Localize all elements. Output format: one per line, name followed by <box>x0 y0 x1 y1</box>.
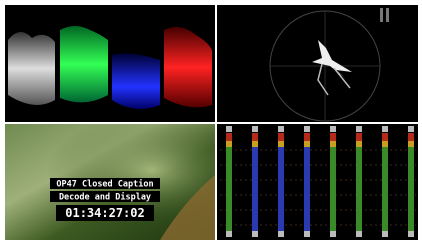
meter-cap <box>278 126 284 132</box>
scope-marker <box>380 8 383 22</box>
meter-warn <box>382 141 388 147</box>
green-trace <box>60 26 108 102</box>
meter-warn <box>226 141 232 147</box>
caption-line: Decode and Display <box>59 192 151 203</box>
meter-cap <box>356 126 362 132</box>
caption-line: OP47 Closed Caption <box>56 179 153 190</box>
meter-bar <box>356 147 362 231</box>
luma-trace <box>8 32 55 105</box>
meter-bar <box>408 147 414 231</box>
meter-bar <box>226 147 232 231</box>
meter-warn <box>330 141 336 147</box>
meter-cap <box>382 126 388 132</box>
meter-base <box>278 231 284 237</box>
meter-cap <box>304 126 310 132</box>
meter-bar <box>382 147 388 231</box>
meter-peak <box>278 133 284 141</box>
meter-peak <box>356 133 362 141</box>
meter-bar <box>252 147 258 231</box>
meter-warn <box>252 141 258 147</box>
blue-trace <box>112 53 160 109</box>
timecode: 01:34:27:02 <box>65 206 144 220</box>
vectorscope-bg <box>217 5 418 122</box>
meter-base <box>226 231 232 237</box>
monitor-screen: OP47 Closed Caption Decode and Display 0… <box>0 0 422 244</box>
meter-warn <box>278 141 284 147</box>
meter-peak <box>330 133 336 141</box>
meter-peak <box>304 133 310 141</box>
page: OP47 Closed Caption Decode and Display 0… <box>0 0 422 244</box>
meter-base <box>382 231 388 237</box>
meter-base <box>304 231 310 237</box>
scope-marker <box>386 8 389 22</box>
meter-cap <box>252 126 258 132</box>
meter-bar <box>278 147 284 231</box>
meter-cap <box>226 126 232 132</box>
meter-base <box>356 231 362 237</box>
vectorscope-panel <box>217 5 418 122</box>
meter-bar <box>304 147 310 231</box>
meter-warn <box>304 141 310 147</box>
audio-meter-panel <box>217 124 418 240</box>
meter-peak <box>382 133 388 141</box>
meter-peak <box>408 133 414 141</box>
meter-bar <box>330 147 336 231</box>
waveform-panel <box>5 5 215 122</box>
meter-warn <box>356 141 362 147</box>
meter-peak <box>252 133 258 141</box>
meter-cap <box>408 126 414 132</box>
video-panel: OP47 Closed Caption Decode and Display 0… <box>5 124 215 240</box>
meter-base <box>408 231 414 237</box>
meter-peak <box>226 133 232 141</box>
meter-warn <box>408 141 414 147</box>
meter-cap <box>330 126 336 132</box>
meter-base <box>330 231 336 237</box>
meter-base <box>252 231 258 237</box>
